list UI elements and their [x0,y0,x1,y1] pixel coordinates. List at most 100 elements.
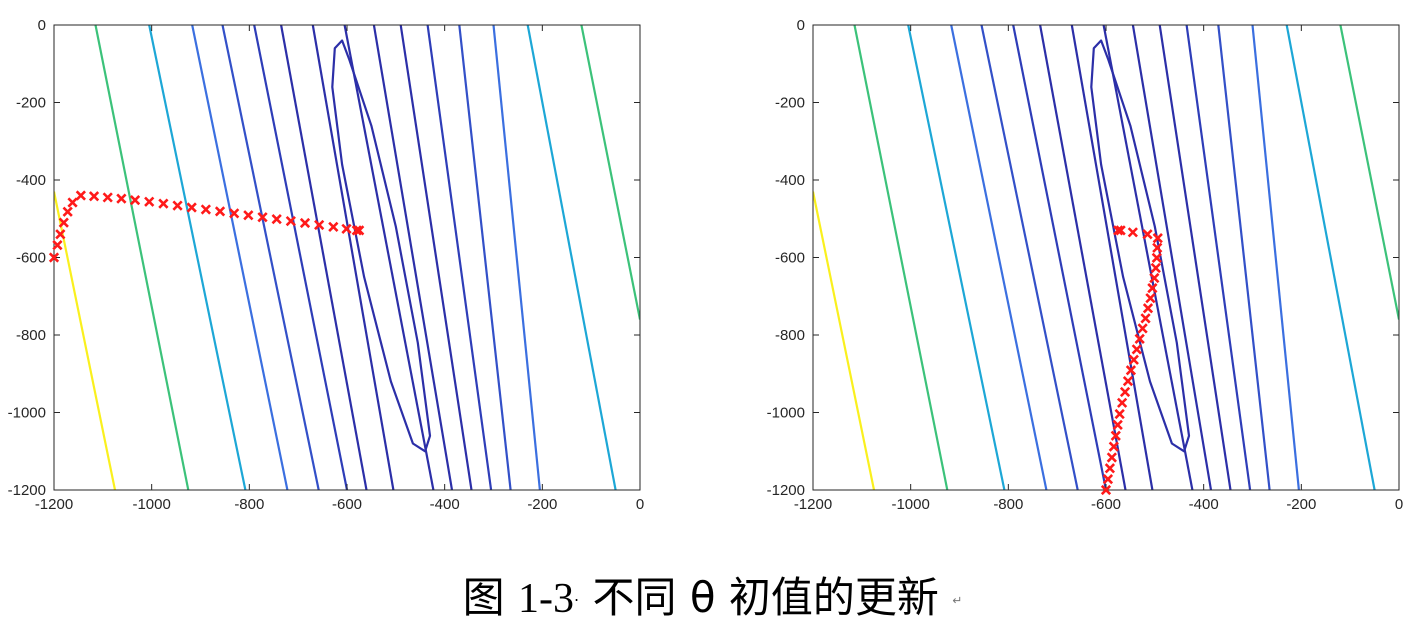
caption-separator: · [574,590,580,610]
y-tick-label: -200 [16,95,46,112]
caption-number: 1-3 [518,576,575,622]
path-point-marker [328,221,339,233]
contour-line [492,25,541,490]
path-point-marker [1147,282,1158,294]
path-point-marker [1106,452,1117,463]
x-tick-label: 0 [1395,496,1403,513]
path-point-marker [1151,252,1162,264]
contour-line [399,25,473,490]
y-tick-label: -1000 [8,405,46,422]
path-point-marker [1128,354,1139,365]
contour-line [1285,25,1376,490]
contour-line [221,25,320,490]
contour-line [853,25,949,490]
path-point-marker [1150,262,1161,274]
x-tick-label: -800 [234,496,264,513]
path-point-marker [1113,225,1124,236]
y-tick-label: 0 [797,17,805,34]
caption-text: 不同 θ 初值的更新 [592,573,939,622]
path-point-marker [75,190,86,201]
x-tick-label: -1000 [891,496,929,513]
path-point-marker [1127,227,1138,238]
path-point-marker [1142,229,1153,240]
contour-line [458,25,512,490]
contour-line [1131,25,1213,490]
contour-line [1251,25,1300,490]
y-tick-label: -1000 [767,405,805,422]
path-point-marker [88,191,100,202]
contour-line [1339,25,1399,320]
x-tick-label: -1200 [794,496,832,513]
path-point-marker [257,212,268,223]
figure-caption: 图 1-3· 不同 θ 初值的更新 ↵ [0,568,1425,631]
y-tick-label: -400 [16,172,46,189]
path-point-marker [1152,233,1163,244]
x-tick-label: -1200 [35,496,73,513]
path-point-marker [214,206,226,217]
path-point-marker [285,215,296,227]
path-point-marker [1134,333,1145,344]
contour-line [94,25,190,490]
path-point-marker [1125,365,1137,376]
x-tick-label: -600 [332,496,362,513]
path-point-marker [1122,375,1134,387]
path-point-marker [55,229,66,240]
caption-return-mark: ↵ [952,593,963,608]
contour-line [1090,39,1191,453]
path-point-marker [200,204,211,215]
y-tick-label: -800 [775,327,805,344]
y-tick-label: -1200 [767,482,805,499]
contour-line [343,25,435,490]
path-point-marker [1104,463,1116,474]
contour-line [331,39,432,453]
y-tick-label: -200 [775,95,805,112]
y-tick-label: -600 [16,250,46,267]
path-point-marker [186,202,197,213]
path-point-marker [144,196,155,207]
contour-line [1102,25,1194,490]
path-point-marker [1102,474,1114,485]
y-tick-label: -400 [775,172,805,189]
contour-line [813,191,876,490]
contour-chart-left: -1200 -1000 -800 -600 -400 -200 0 0 -200 -400 -600… [8,17,645,513]
path-point-marker [58,217,69,228]
path-point-marker [299,217,311,229]
contour-line [54,191,117,490]
path-point-marker [1145,293,1156,304]
contour-line [311,25,395,490]
x-tick-label: -600 [1091,496,1121,513]
y-tick-label: -800 [16,327,46,344]
figure-charts: -1200 -1000 -800 -600 -400 -200 0 0 -200 -400 -600… [8,17,1404,513]
path-point-marker [129,195,141,206]
y-tick-label: -1200 [8,482,46,499]
contour-line [1158,25,1232,490]
path-point-marker [172,200,183,211]
y-tick-label: 0 [38,17,46,34]
contour-line [280,25,368,490]
path-point-marker [229,208,240,219]
x-tick-label: -400 [1189,496,1219,513]
x-tick-label: -200 [1286,496,1316,513]
contour-lines [813,25,1399,490]
path-point-marker [62,206,73,217]
x-tick-label: -800 [993,496,1023,513]
path-point-marker [1100,484,1112,496]
path-point-marker [158,198,169,209]
path-point-marker [1142,303,1154,314]
path-point-marker [351,225,362,236]
path-point-marker [1149,272,1160,284]
update-path [1100,225,1163,496]
contour-line [1012,25,1108,490]
contour-line [191,25,289,490]
contour-line [907,25,1006,490]
contour-chart-right: -1200 -1000 -800 -600 -400 -200 0 0 -200 -400 -600… [767,17,1404,513]
path-point-marker [1115,225,1126,236]
contour-line [1039,25,1127,490]
path-point-marker [1152,242,1163,253]
path-point-marker [1114,408,1125,420]
path-point-marker [116,193,127,204]
contour-line [1217,25,1271,490]
x-tick-label: -1000 [132,496,170,513]
path-point-marker [1137,323,1148,334]
y-tick-label: -600 [775,250,805,267]
